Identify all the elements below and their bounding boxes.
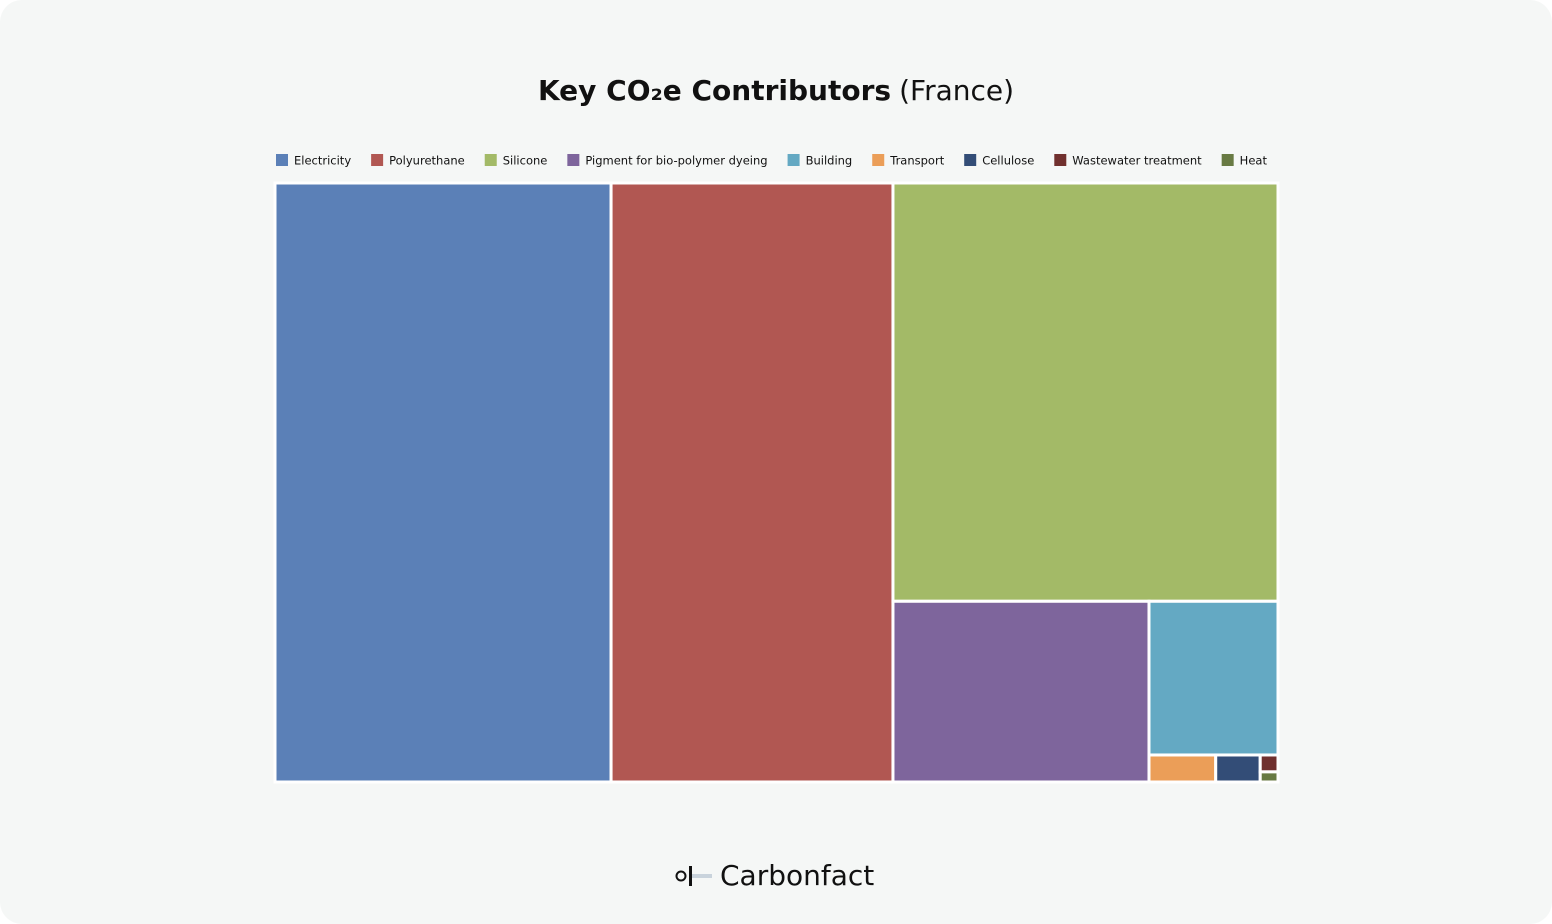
chart-subtitle: (France) — [899, 74, 1014, 107]
treemap-tile — [891, 599, 1151, 784]
legend-swatch — [276, 154, 288, 166]
legend-label: Pigment for bio-polymer dyeing — [585, 154, 767, 168]
logo-line — [692, 874, 712, 878]
treemap-tile — [1214, 753, 1262, 784]
treemap-tile — [609, 181, 895, 784]
legend-swatch — [872, 154, 885, 166]
legend-swatch — [1054, 154, 1067, 166]
legend-label: Silicone — [503, 154, 548, 168]
treemap-tile — [1147, 599, 1280, 757]
legend-label: Wastewater treatment — [1072, 154, 1202, 168]
logo-bar — [689, 866, 692, 886]
treemap-tile — [273, 181, 613, 784]
legend-label: Polyurethane — [389, 154, 465, 168]
chart-title: Key CO₂e Contributors — [538, 74, 891, 107]
legend-label: Cellulose — [982, 154, 1034, 168]
treemap-tile — [1147, 753, 1218, 784]
legend-swatch — [484, 154, 497, 166]
treemap-tile — [1258, 770, 1280, 784]
legend-swatch — [1221, 154, 1234, 166]
legend: Electricity Polyurethane Silicone Pigment f… — [276, 154, 1267, 168]
treemap-tile — [1258, 753, 1280, 774]
legend-swatch — [567, 154, 580, 166]
logo-dot — [675, 870, 687, 882]
plot-area — [273, 181, 1280, 784]
legend-label: Electricity — [294, 154, 351, 168]
legend-label: Building — [806, 154, 853, 168]
legend-swatch — [371, 154, 384, 166]
legend-label: Transport — [889, 154, 944, 168]
legend-swatch — [964, 154, 977, 166]
treemap-tile — [891, 181, 1280, 603]
legend-label: Heat — [1240, 154, 1268, 168]
brand-name: Carbonfact — [720, 859, 874, 892]
chart-title-group: Key CO₂e Contributors (France) — [538, 74, 1014, 107]
legend-swatch — [787, 154, 800, 166]
brand-logo: Carbonfact — [675, 859, 874, 892]
